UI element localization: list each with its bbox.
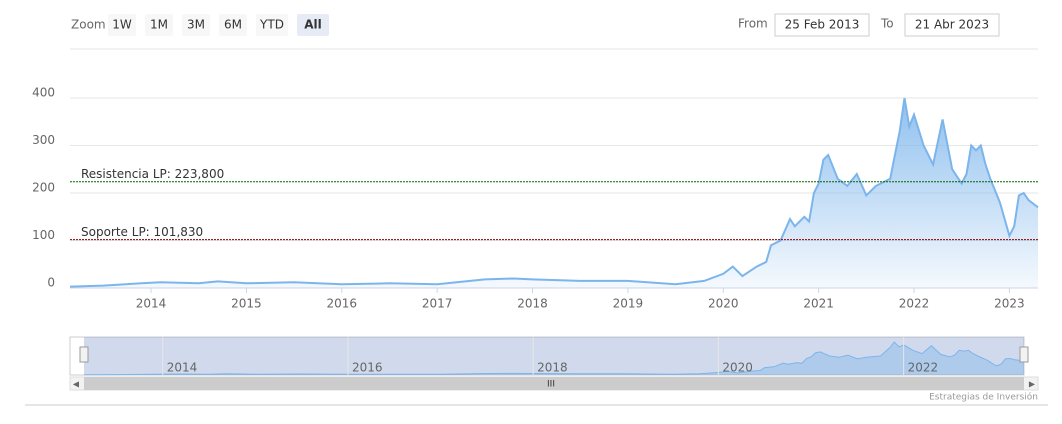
x-tick-label: 2023 <box>994 297 1025 311</box>
navigator-area <box>84 342 1024 375</box>
to-label: To <box>880 17 894 31</box>
navigator-handle[interactable] <box>1019 346 1029 363</box>
scroll-right[interactable]: ▶ <box>1029 380 1036 389</box>
scrollbar-thumb[interactable] <box>84 377 1024 390</box>
navigator-line <box>83 341 1025 376</box>
scroll-grip: III <box>547 380 555 390</box>
zoom-button[interactable] <box>145 14 173 36</box>
area-fill <box>70 98 1038 288</box>
zoom-button-label[interactable]: 1W <box>112 18 132 32</box>
zoom-button-label[interactable]: 3M <box>187 18 205 32</box>
navigator-tick-label: 2018 <box>537 361 568 375</box>
zoom-button-label[interactable]: 1M <box>150 18 168 32</box>
zoom-button[interactable] <box>256 14 288 36</box>
x-tick-label: 2016 <box>327 297 358 311</box>
navigator-tick-label: 2016 <box>352 361 383 375</box>
zoom-button-label[interactable]: 6M <box>224 18 242 32</box>
from-input[interactable] <box>774 13 870 37</box>
credits: Estrategias de Inversión <box>929 392 1038 403</box>
x-tick-label: 2019 <box>613 297 644 311</box>
navigator-tick-label: 2022 <box>908 361 939 375</box>
to-date[interactable]: 21 Abr 2023 <box>915 18 989 32</box>
x-tick-label: 2021 <box>803 297 834 311</box>
y-tick-label: 400 <box>32 86 55 100</box>
zoom-button[interactable] <box>219 14 247 36</box>
x-tick-label: 2018 <box>517 297 548 311</box>
area-line <box>69 97 1039 288</box>
to-input[interactable] <box>904 13 1000 37</box>
x-tick-label: 2015 <box>231 297 262 311</box>
navigator-mask <box>84 337 1024 375</box>
from-date[interactable]: 25 Feb 2013 <box>785 18 860 32</box>
zoom-button-label[interactable]: All <box>304 18 322 32</box>
plot-line-label: Soporte LP: 101,830 <box>81 225 203 239</box>
x-tick-label: 2022 <box>899 297 930 311</box>
zoom-button-label[interactable]: YTD <box>259 18 284 32</box>
zoom-label: Zoom <box>71 18 106 32</box>
zoom-button[interactable] <box>108 14 136 36</box>
y-tick-label: 0 <box>47 276 55 290</box>
zoom-button[interactable] <box>297 14 329 36</box>
y-tick-label: 100 <box>32 228 55 242</box>
plot-line-label: Resistencia LP: 223,800 <box>81 167 224 181</box>
navigator-tick-label: 2020 <box>722 361 753 375</box>
navigator-frame <box>69 336 1025 376</box>
x-tick-label: 2017 <box>422 297 453 311</box>
from-label: From <box>738 17 768 31</box>
x-tick-label: 2020 <box>708 297 739 311</box>
y-tick-label: 200 <box>32 181 55 195</box>
scroll-left[interactable]: ◀ <box>73 380 80 389</box>
navigator-tick-label: 2014 <box>167 361 198 375</box>
x-tick-label: 2014 <box>136 297 167 311</box>
zoom-button[interactable] <box>182 14 210 36</box>
y-tick-label: 300 <box>32 133 55 147</box>
navigator-handle[interactable] <box>79 346 89 363</box>
